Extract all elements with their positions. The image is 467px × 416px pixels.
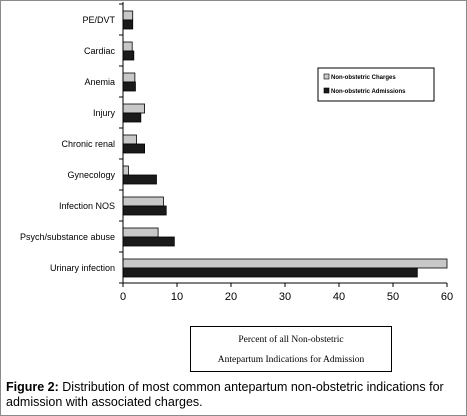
bar-non-obstetric-admissions-infection-nos (122, 205, 167, 216)
category-label-psych-substance-abuse: Psych/substance abuse (20, 232, 115, 242)
legend-swatch-non-obstetric-charges (323, 73, 330, 80)
legend-label-non-obstetric-charges: Non-obstetric Charges (331, 75, 396, 81)
category-label-gynecology: Gynecology (67, 170, 115, 180)
bar-non-obstetric-admissions-cardiac (122, 50, 135, 61)
bar-non-obstetric-admissions-injury (122, 112, 142, 123)
x-tick-label-0: 0 (120, 291, 126, 303)
bar-non-obstetric-admissions-urinary-infection (122, 267, 418, 278)
bar-non-obstetric-charges-psych-substance-abuse (122, 227, 159, 238)
bar-non-obstetric-admissions-chronic-renal (122, 143, 146, 154)
bar-non-obstetric-admissions-anemia (122, 81, 136, 92)
x-tick-label-50: 50 (387, 291, 399, 303)
caption-label: Figure 2: (6, 380, 59, 394)
category-label-injury: Injury (93, 108, 116, 118)
category-label-chronic-renal: Chronic renal (61, 139, 115, 149)
legend-swatch-non-obstetric-admissions (323, 87, 330, 94)
bar-non-obstetric-admissions-pe-dvt (122, 19, 134, 30)
bar-non-obstetric-charges-pe-dvt (122, 10, 134, 21)
legend-label-non-obstetric-admissions: Non-obstetric Admissions (331, 89, 406, 95)
x-axis-label-line-1: Percent of all Non-obstetric (238, 335, 344, 345)
x-tick-label-60: 60 (441, 291, 453, 303)
bar-non-obstetric-charges-chronic-renal (122, 134, 137, 145)
bar-non-obstetric-charges-cardiac (122, 41, 133, 52)
bar-non-obstetric-admissions-gynecology (122, 174, 157, 185)
category-label-anemia: Anemia (84, 77, 115, 87)
category-label-infection-nos: Infection NOS (59, 201, 115, 211)
bar-non-obstetric-charges-gynecology (122, 165, 129, 176)
bar-non-obstetric-charges-infection-nos (122, 196, 164, 207)
x-axis-label-line-2: Antepartum Indications for Admission (217, 355, 365, 365)
category-label-urinary-infection: Urinary infection (50, 263, 115, 273)
x-tick-label-30: 30 (279, 291, 291, 303)
x-tick-label-40: 40 (333, 291, 345, 303)
x-tick-label-10: 10 (171, 291, 183, 303)
category-label-pe-dvt: PE/DVT (82, 15, 115, 25)
bar-non-obstetric-admissions-psych-substance-abuse (122, 236, 175, 247)
x-axis-label-box: Percent of all Non-obstetric Antepartum … (190, 326, 392, 372)
legend-box (317, 67, 435, 102)
x-tick-label-20: 20 (225, 291, 237, 303)
category-label-cardiac: Cardiac (84, 46, 116, 56)
bar-non-obstetric-charges-injury (122, 103, 146, 114)
figure-caption: Figure 2: Distribution of most common an… (6, 380, 462, 410)
caption-text: Distribution of most common antepartum n… (6, 380, 444, 409)
bar-non-obstetric-charges-urinary-infection (122, 258, 448, 269)
bar-non-obstetric-charges-anemia (122, 72, 136, 83)
